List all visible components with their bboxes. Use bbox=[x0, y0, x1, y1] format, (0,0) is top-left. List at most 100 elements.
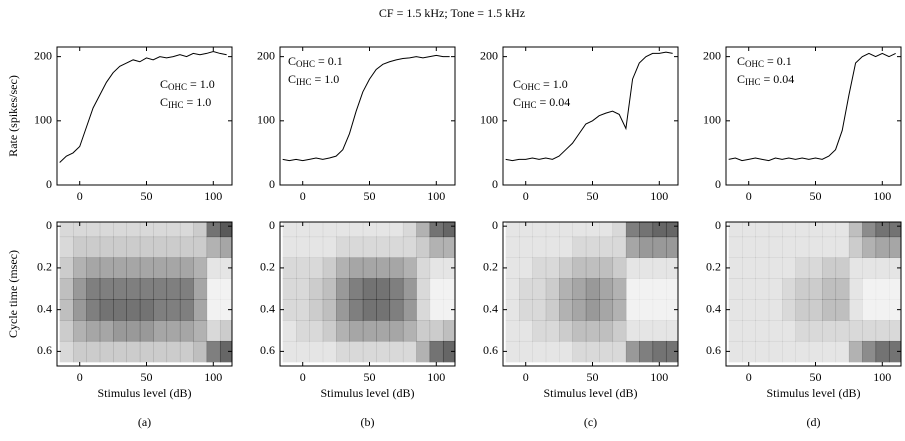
x-tick-label: 50 bbox=[141, 370, 153, 384]
annotation-symbol: C bbox=[160, 77, 168, 91]
heat-cell bbox=[336, 278, 350, 300]
heat-cell bbox=[572, 257, 587, 279]
heat-cell bbox=[505, 236, 520, 258]
heat-cell bbox=[545, 257, 560, 279]
x-tick-label: 0 bbox=[523, 370, 529, 384]
annotation-value: = 1.0 bbox=[187, 77, 215, 91]
heat-cell bbox=[219, 278, 232, 300]
x-axis-label: Stimulus level (dB) bbox=[767, 386, 861, 400]
heat-cell bbox=[625, 222, 640, 238]
heat-cell bbox=[59, 340, 74, 363]
heat-cell bbox=[639, 299, 654, 321]
heat-cell bbox=[848, 278, 863, 300]
heat-cell bbox=[835, 257, 850, 279]
heat-cell bbox=[505, 299, 520, 321]
heat-cell bbox=[742, 236, 756, 258]
panel-label: (a) bbox=[138, 415, 151, 429]
heat-cell bbox=[612, 340, 627, 363]
heat-cell bbox=[599, 320, 614, 342]
heat-cell bbox=[322, 222, 337, 238]
heat-cell bbox=[193, 222, 208, 238]
y-tick-label: 200 bbox=[257, 48, 275, 62]
heat-cell bbox=[416, 299, 431, 321]
y-tick-label: 100 bbox=[480, 113, 498, 127]
heat-cell bbox=[139, 278, 154, 300]
heat-cell bbox=[376, 257, 391, 279]
heat-cell bbox=[59, 257, 74, 279]
heat-cell bbox=[442, 299, 455, 321]
heat-cell bbox=[193, 278, 208, 300]
x-tick-label: 0 bbox=[300, 189, 306, 203]
y-tick-label: 0.6 bbox=[260, 343, 275, 357]
heat-cell bbox=[166, 340, 181, 363]
annotation: CIHC = 1.0 bbox=[160, 95, 211, 110]
heat-cell bbox=[59, 299, 74, 321]
heat-cell bbox=[545, 340, 560, 363]
heat-cell bbox=[402, 278, 417, 300]
heat-cell bbox=[848, 340, 863, 363]
heat-cell bbox=[625, 236, 640, 258]
rate-line bbox=[728, 52, 896, 162]
heat-cell bbox=[416, 236, 431, 258]
heat-cell bbox=[848, 222, 863, 238]
heat-cell bbox=[296, 340, 310, 363]
y-tick-label: 0.2 bbox=[37, 260, 52, 274]
heat-cell bbox=[336, 257, 350, 279]
y-tick-label: 0.2 bbox=[483, 260, 498, 274]
heat-cell bbox=[875, 222, 890, 238]
heat-cell bbox=[625, 299, 640, 321]
heat-cell bbox=[728, 257, 743, 279]
plot-frame bbox=[279, 46, 456, 186]
heat-cell bbox=[309, 236, 324, 258]
heat-cell bbox=[219, 340, 232, 363]
heat-cell bbox=[519, 278, 533, 300]
x-tick-label: 100 bbox=[427, 189, 445, 203]
heat-cell bbox=[639, 340, 654, 363]
heat-cell bbox=[86, 236, 101, 258]
heat-cell bbox=[639, 236, 654, 258]
annotation-subscript: IHC bbox=[296, 77, 312, 87]
heat-cell bbox=[808, 278, 823, 300]
heat-cell bbox=[545, 278, 560, 300]
heat-cell bbox=[416, 278, 431, 300]
heat-cell bbox=[795, 257, 810, 279]
heat-cell bbox=[322, 257, 337, 279]
heat-cell bbox=[206, 340, 221, 363]
heat-cell bbox=[219, 236, 232, 258]
heat-cell bbox=[86, 299, 101, 321]
heat-cell bbox=[835, 320, 850, 342]
heat-cell bbox=[322, 236, 337, 258]
heat-cell bbox=[519, 257, 533, 279]
heat-cell bbox=[625, 340, 640, 363]
figure-title: CF = 1.5 kHz; Tone = 1.5 kHz bbox=[379, 6, 525, 20]
heat-cell bbox=[639, 257, 654, 279]
heat-cell bbox=[848, 320, 863, 342]
heat-cell bbox=[822, 299, 837, 321]
heat-cell bbox=[808, 222, 823, 238]
heat-cell bbox=[309, 299, 324, 321]
heat-cell bbox=[73, 340, 87, 363]
heat-cell bbox=[126, 222, 141, 238]
heat-cell bbox=[599, 278, 614, 300]
y-tick-label: 0 bbox=[492, 177, 498, 191]
annotation-value: = 0.04 bbox=[761, 72, 795, 86]
heat-cell bbox=[402, 340, 417, 363]
annotation-value: = 1.0 bbox=[312, 72, 340, 86]
heat-cell bbox=[73, 222, 87, 238]
heat-cell bbox=[559, 257, 573, 279]
heat-cell bbox=[505, 222, 520, 238]
heat-cell bbox=[113, 299, 127, 321]
y-tick-label: 100 bbox=[703, 113, 721, 127]
x-tick-label: 0 bbox=[746, 189, 752, 203]
heat-cell bbox=[376, 340, 391, 363]
heat-cell bbox=[572, 278, 587, 300]
heat-cell bbox=[795, 299, 810, 321]
heat-cell bbox=[862, 257, 877, 279]
heat-cell bbox=[532, 257, 547, 279]
x-tick-label: 100 bbox=[427, 370, 445, 384]
heat-cell bbox=[389, 278, 404, 300]
plot-frame bbox=[725, 46, 902, 186]
heat-cell bbox=[309, 278, 324, 300]
y-tick-label: 0 bbox=[46, 218, 52, 232]
annotation-subscript: IHC bbox=[521, 100, 537, 110]
